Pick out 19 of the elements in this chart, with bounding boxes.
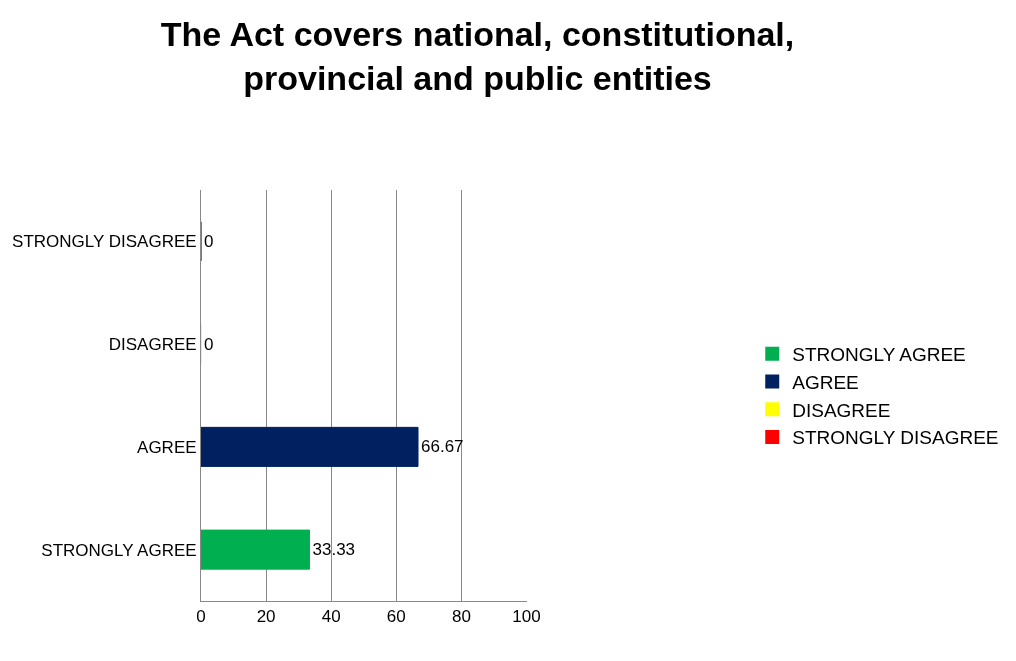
chart-title: The Act covers national, constitutional, provincial and public entities xyxy=(160,15,795,98)
x-tick-label: 40 xyxy=(321,607,341,627)
data-label: 33.33 xyxy=(312,540,356,560)
x-tick-label: 100 xyxy=(512,607,541,627)
x-tick-label: 60 xyxy=(386,607,406,627)
data-label: 0 xyxy=(204,334,214,354)
x-tick-label: 0 xyxy=(196,607,206,627)
legend-label: AGREE xyxy=(792,371,859,393)
x-tick-label: 80 xyxy=(451,607,471,627)
data-label: 0 xyxy=(204,231,214,251)
y-tick-label: AGREE xyxy=(137,437,197,457)
legend-label: STRONGLY AGREE xyxy=(792,344,966,366)
legend-label: STRONGLY DISAGREE xyxy=(792,427,999,449)
y-tick-label: STRONGLY DISAGREE xyxy=(12,232,197,252)
legend-label: DISAGREE xyxy=(792,399,891,421)
y-tick-label: STRONGLY AGREE xyxy=(41,540,197,560)
y-tick-label: DISAGREE xyxy=(108,335,197,355)
x-tick-label: 20 xyxy=(256,607,276,627)
data-label: 66.67 xyxy=(421,437,464,457)
